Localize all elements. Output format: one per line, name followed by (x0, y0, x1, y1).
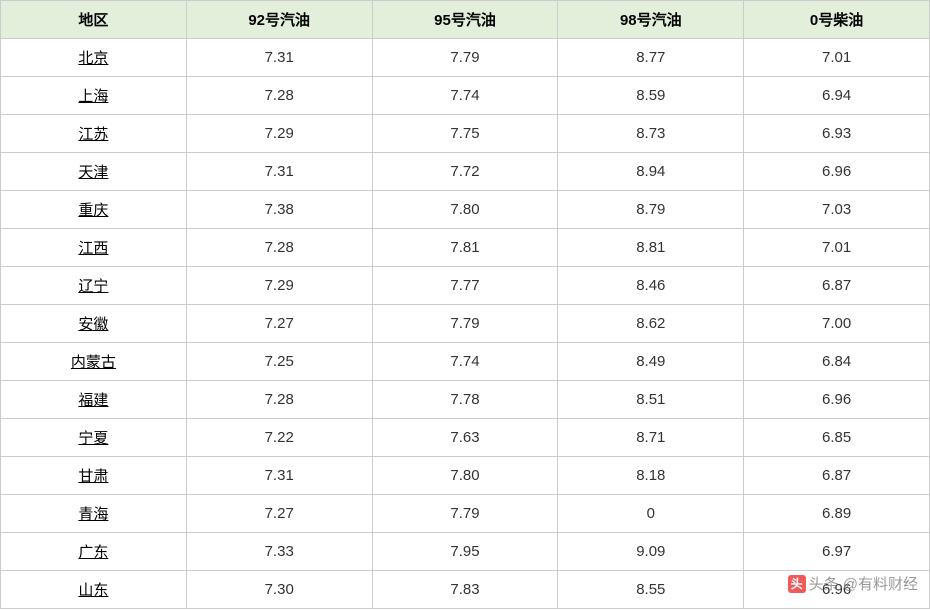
cell-region: 天津 (1, 153, 187, 191)
cell-value: 8.81 (558, 229, 744, 267)
cell-value: 6.89 (744, 495, 930, 533)
table-row: 宁夏7.227.638.716.85 (1, 419, 930, 457)
cell-value: 7.31 (186, 39, 372, 77)
cell-value: 8.49 (558, 343, 744, 381)
cell-region: 内蒙古 (1, 343, 187, 381)
cell-value: 7.28 (186, 229, 372, 267)
cell-value: 6.93 (744, 115, 930, 153)
table-body: 北京7.317.798.777.01上海7.287.748.596.94江苏7.… (1, 39, 930, 609)
cell-value: 7.33 (186, 533, 372, 571)
table-row: 内蒙古7.257.748.496.84 (1, 343, 930, 381)
table-row: 重庆7.387.808.797.03 (1, 191, 930, 229)
table-row: 天津7.317.728.946.96 (1, 153, 930, 191)
cell-region: 宁夏 (1, 419, 187, 457)
cell-value: 8.46 (558, 267, 744, 305)
cell-value: 7.22 (186, 419, 372, 457)
cell-value: 7.63 (372, 419, 558, 457)
cell-region: 甘肃 (1, 457, 187, 495)
cell-value: 7.30 (186, 571, 372, 609)
col-header-diesel: 0号柴油 (744, 1, 930, 39)
cell-value: 7.28 (186, 381, 372, 419)
cell-value: 7.80 (372, 191, 558, 229)
cell-value: 6.87 (744, 457, 930, 495)
cell-value: 6.87 (744, 267, 930, 305)
cell-value: 7.80 (372, 457, 558, 495)
table-row: 青海7.277.7906.89 (1, 495, 930, 533)
table-row: 江苏7.297.758.736.93 (1, 115, 930, 153)
col-header-92: 92号汽油 (186, 1, 372, 39)
table-row: 北京7.317.798.777.01 (1, 39, 930, 77)
col-header-95: 95号汽油 (372, 1, 558, 39)
cell-value: 6.85 (744, 419, 930, 457)
cell-value: 7.29 (186, 115, 372, 153)
cell-value: 6.94 (744, 77, 930, 115)
cell-value: 7.00 (744, 305, 930, 343)
cell-value: 7.95 (372, 533, 558, 571)
cell-value: 7.74 (372, 77, 558, 115)
cell-value: 7.79 (372, 495, 558, 533)
cell-value: 7.77 (372, 267, 558, 305)
cell-value: 6.97 (744, 533, 930, 571)
watermark: 头 头条 @有料财经 (788, 573, 918, 594)
watermark-logo-icon: 头 (788, 575, 806, 593)
table-row: 甘肃7.317.808.186.87 (1, 457, 930, 495)
cell-value: 6.96 (744, 381, 930, 419)
cell-region: 安徽 (1, 305, 187, 343)
cell-value: 9.09 (558, 533, 744, 571)
cell-value: 7.81 (372, 229, 558, 267)
table-row: 安徽7.277.798.627.00 (1, 305, 930, 343)
col-header-98: 98号汽油 (558, 1, 744, 39)
cell-value: 7.01 (744, 39, 930, 77)
cell-region: 北京 (1, 39, 187, 77)
cell-value: 7.31 (186, 153, 372, 191)
cell-value: 8.94 (558, 153, 744, 191)
cell-value: 7.75 (372, 115, 558, 153)
cell-value: 7.28 (186, 77, 372, 115)
cell-value: 0 (558, 495, 744, 533)
cell-value: 7.79 (372, 305, 558, 343)
cell-value: 7.31 (186, 457, 372, 495)
cell-value: 8.71 (558, 419, 744, 457)
cell-region: 辽宁 (1, 267, 187, 305)
cell-value: 8.59 (558, 77, 744, 115)
cell-value: 8.73 (558, 115, 744, 153)
cell-value: 7.25 (186, 343, 372, 381)
cell-value: 7.27 (186, 305, 372, 343)
table-row: 福建7.287.788.516.96 (1, 381, 930, 419)
cell-value: 7.79 (372, 39, 558, 77)
cell-value: 7.38 (186, 191, 372, 229)
cell-region: 山东 (1, 571, 187, 609)
table-row: 江西7.287.818.817.01 (1, 229, 930, 267)
cell-region: 江苏 (1, 115, 187, 153)
cell-value: 8.51 (558, 381, 744, 419)
cell-value: 7.83 (372, 571, 558, 609)
cell-value: 7.03 (744, 191, 930, 229)
cell-value: 6.84 (744, 343, 930, 381)
cell-region: 青海 (1, 495, 187, 533)
cell-value: 6.96 (744, 153, 930, 191)
col-header-region: 地区 (1, 1, 187, 39)
table-row: 辽宁7.297.778.466.87 (1, 267, 930, 305)
cell-region: 重庆 (1, 191, 187, 229)
cell-value: 7.72 (372, 153, 558, 191)
cell-value: 8.79 (558, 191, 744, 229)
cell-region: 江西 (1, 229, 187, 267)
cell-value: 7.29 (186, 267, 372, 305)
cell-value: 8.77 (558, 39, 744, 77)
cell-region: 福建 (1, 381, 187, 419)
cell-value: 8.55 (558, 571, 744, 609)
cell-value: 7.74 (372, 343, 558, 381)
table-row: 广东7.337.959.096.97 (1, 533, 930, 571)
cell-value: 7.78 (372, 381, 558, 419)
cell-value: 8.62 (558, 305, 744, 343)
cell-region: 上海 (1, 77, 187, 115)
cell-value: 7.01 (744, 229, 930, 267)
cell-value: 8.18 (558, 457, 744, 495)
fuel-price-table: 地区 92号汽油 95号汽油 98号汽油 0号柴油 北京7.317.798.77… (0, 0, 930, 609)
watermark-text: 头条 @有料财经 (809, 573, 918, 594)
table-row: 上海7.287.748.596.94 (1, 77, 930, 115)
cell-region: 广东 (1, 533, 187, 571)
table-header-row: 地区 92号汽油 95号汽油 98号汽油 0号柴油 (1, 1, 930, 39)
cell-value: 7.27 (186, 495, 372, 533)
